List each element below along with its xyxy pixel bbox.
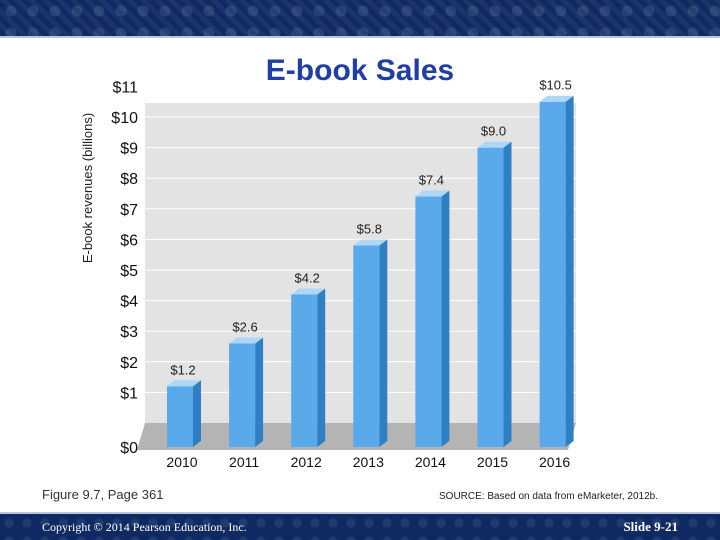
data-label: $10.5 — [539, 78, 572, 93]
bar-top — [291, 288, 326, 295]
bar — [539, 101, 566, 447]
y-tick-label: $10 — [111, 110, 138, 127]
source-note: SOURCE: Based on data from eMarketer, 20… — [439, 491, 658, 502]
x-tick-label: 2015 — [477, 454, 508, 470]
data-label: $1.2 — [170, 362, 195, 377]
bar — [415, 196, 442, 447]
data-label: $4.2 — [295, 270, 320, 285]
footer-band: Copyright © 2014 Pearson Education, Inc.… — [0, 514, 720, 540]
x-tick-label: 2010 — [166, 454, 197, 470]
bar-top — [167, 380, 201, 387]
bar-side — [255, 337, 264, 447]
header-band — [0, 0, 720, 36]
bar-side — [193, 380, 201, 447]
data-label: $7.4 — [419, 173, 444, 188]
bar — [291, 294, 318, 447]
bar — [229, 343, 256, 447]
data-label: $5.8 — [357, 222, 382, 237]
bar — [167, 386, 193, 447]
y-tick-label: $5 — [120, 263, 138, 280]
y-tick-label: $2 — [120, 355, 138, 372]
slide-number: Slide 9-21 — [623, 519, 678, 534]
bar-top — [229, 337, 264, 344]
y-tick-label: $3 — [120, 324, 138, 341]
figure-caption: Figure 9.7, Page 361 — [42, 487, 164, 502]
y-tick-label: $7 — [120, 202, 138, 219]
y-tick-label: $4 — [120, 294, 138, 311]
x-tick-label: 2012 — [291, 454, 322, 470]
y-tick-label: $11 — [112, 79, 138, 96]
bar-side — [441, 190, 450, 447]
bar-top — [477, 141, 512, 148]
bar-side — [503, 141, 512, 447]
y-tick-label: $9 — [120, 141, 138, 158]
x-tick-label: 2014 — [415, 454, 446, 470]
y-tick-label: $0 — [120, 440, 138, 457]
bar-side — [565, 95, 574, 447]
y-tick-label: $6 — [120, 232, 138, 249]
y-tick-label: $8 — [120, 171, 138, 188]
y-tick-label: $1 — [120, 385, 138, 402]
y-axis-label: E-book revenues (billions) — [80, 113, 95, 263]
bar — [353, 245, 380, 447]
x-tick-label: 2011 — [229, 454, 259, 470]
bar — [477, 147, 504, 447]
footer-rule — [0, 512, 720, 514]
data-label: $9.0 — [481, 124, 506, 139]
slide-title: E-book Sales — [265, 54, 455, 87]
data-label: $2.6 — [232, 319, 257, 334]
bar-side — [379, 239, 388, 447]
bar-top — [415, 190, 450, 197]
x-tick-label: 2016 — [539, 454, 570, 470]
x-tick-label: 2013 — [353, 454, 384, 470]
header-rule — [0, 36, 720, 38]
bar-side — [317, 288, 326, 447]
bar-top — [539, 95, 574, 102]
copyright-text: Copyright © 2014 Pearson Education, Inc. — [42, 520, 247, 534]
bar-top — [353, 239, 388, 246]
